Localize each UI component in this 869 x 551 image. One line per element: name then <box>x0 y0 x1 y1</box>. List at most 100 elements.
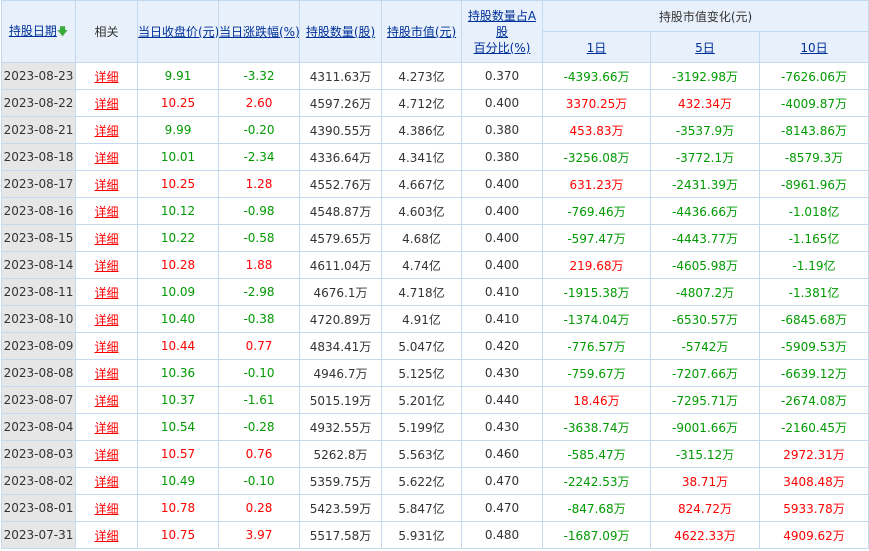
change-5d-cell: -4443.77万 <box>650 224 760 252</box>
sort-down-arrow-icon[interactable]: 🡇 <box>56 24 69 38</box>
change-10d-cell: -2160.45万 <box>758 413 869 441</box>
close-price-cell: 10.25 <box>137 170 219 198</box>
detail-link[interactable]: 详细 <box>94 150 119 165</box>
close-price-cell: 10.09 <box>137 278 219 306</box>
change-10d-cell: -6639.12万 <box>758 359 869 387</box>
change-1d-cell: -759.67万 <box>542 359 651 387</box>
sort-change-link[interactable]: 当日涨跌幅(%) <box>219 25 300 39</box>
share-pct-cell: 0.460 <box>461 440 543 468</box>
close-price-cell: 10.49 <box>137 467 219 495</box>
change-10d-cell: -1.165亿 <box>758 224 869 252</box>
table-row: 2023-08-04 详细 10.54 -0.28 4932.55万 5.199亿 0.43… <box>1 413 869 441</box>
detail-cell: 详细 <box>75 305 138 333</box>
share-pct-cell: 0.370 <box>461 62 543 90</box>
detail-link[interactable]: 详细 <box>94 528 119 543</box>
change-1d-cell: -1374.04万 <box>542 305 651 333</box>
shares-cell: 5359.75万 <box>299 467 382 495</box>
detail-link[interactable]: 详细 <box>94 420 119 435</box>
detail-link[interactable]: 详细 <box>94 447 119 462</box>
detail-link[interactable]: 详细 <box>94 339 119 354</box>
shares-cell: 4390.55万 <box>299 116 382 144</box>
change-1d-cell: -3256.08万 <box>542 143 651 171</box>
shares-cell: 5517.58万 <box>299 521 382 549</box>
sort-value-link[interactable]: 持股市值(元) <box>386 25 457 39</box>
table-row: 2023-08-16 详细 10.12 -0.98 4548.87万 4.603亿 0.40… <box>1 197 869 225</box>
change-pct-cell: 0.76 <box>218 440 300 468</box>
table-row: 2023-08-07 详细 10.37 -1.61 5015.19万 5.201亿 0.44… <box>1 386 869 414</box>
detail-link[interactable]: 详细 <box>94 258 119 273</box>
close-price-cell: 10.75 <box>137 521 219 549</box>
detail-link[interactable]: 详细 <box>94 312 119 327</box>
change-pct-cell: -3.32 <box>218 62 300 90</box>
close-price-cell: 10.37 <box>137 386 219 414</box>
detail-link[interactable]: 详细 <box>94 474 119 489</box>
sort-date-link[interactable]: 持股日期 <box>8 23 57 38</box>
header-date[interactable]: 持股日期🡇 <box>1 0 76 63</box>
header-d10[interactable]: 10日 <box>758 31 869 63</box>
change-1d-cell: -776.57万 <box>542 332 651 360</box>
share-pct-cell: 0.440 <box>461 386 543 414</box>
detail-link[interactable]: 详细 <box>94 96 119 111</box>
sort-pct-link[interactable]: 持股数量占A股 百分比(%) <box>468 9 536 55</box>
close-price-cell: 10.40 <box>137 305 219 333</box>
header-change[interactable]: 当日涨跌幅(%) <box>218 0 300 63</box>
header-close[interactable]: 当日收盘价(元) <box>137 0 219 63</box>
detail-link[interactable]: 详细 <box>94 123 119 138</box>
change-5d-cell: -9001.66万 <box>650 413 760 441</box>
change-pct-cell: -0.58 <box>218 224 300 252</box>
change-10d-cell: -1.381亿 <box>758 278 869 306</box>
change-10d-cell: 4909.62万 <box>758 521 869 549</box>
detail-cell: 详细 <box>75 440 138 468</box>
change-pct-cell: -1.61 <box>218 386 300 414</box>
close-price-cell: 10.54 <box>137 413 219 441</box>
header-shares[interactable]: 持股数量(股) <box>299 0 382 63</box>
close-price-cell: 10.36 <box>137 359 219 387</box>
shares-cell: 4946.7万 <box>299 359 382 387</box>
shares-cell: 4597.26万 <box>299 89 382 117</box>
date-cell: 2023-08-14 <box>1 251 76 279</box>
table-row: 2023-08-11 详细 10.09 -2.98 4676.1万 4.718亿 0.410… <box>1 278 869 306</box>
change-10d-cell: -8143.86万 <box>758 116 869 144</box>
shares-cell: 5015.19万 <box>299 386 382 414</box>
header-value[interactable]: 持股市值(元) <box>381 0 462 63</box>
detail-link[interactable]: 详细 <box>94 69 119 84</box>
sort-d10-link[interactable]: 10日 <box>800 40 828 55</box>
sort-d1-link[interactable]: 1日 <box>586 40 607 55</box>
shares-cell: 5262.8万 <box>299 440 382 468</box>
detail-link[interactable]: 详细 <box>94 285 119 300</box>
detail-link[interactable]: 详细 <box>94 177 119 192</box>
change-1d-cell: 3370.25万 <box>542 89 651 117</box>
close-price-cell: 10.28 <box>137 251 219 279</box>
header-d5[interactable]: 5日 <box>650 31 760 63</box>
change-1d-cell: 631.23万 <box>542 170 651 198</box>
sort-shares-link[interactable]: 持股数量(股) <box>305 25 376 39</box>
detail-cell: 详细 <box>75 494 138 522</box>
share-pct-cell: 0.400 <box>461 89 543 117</box>
sort-close-link[interactable]: 当日收盘价(元) <box>138 25 219 39</box>
table-row: 2023-07-31 详细 10.75 3.97 5517.58万 5.931亿 0.480… <box>1 521 869 549</box>
change-pct-cell: -0.10 <box>218 359 300 387</box>
detail-cell: 详细 <box>75 386 138 414</box>
sort-d5-link[interactable]: 5日 <box>695 40 715 55</box>
date-cell: 2023-08-04 <box>1 413 76 441</box>
table-row: 2023-08-18 详细 10.01 -2.34 4336.64万 4.341亿 0.38… <box>1 143 869 171</box>
table-row: 2023-08-03 详细 10.57 0.76 5262.8万 5.563亿 0.460-… <box>1 440 869 468</box>
date-cell: 2023-08-02 <box>1 467 76 495</box>
detail-link[interactable]: 详细 <box>94 501 119 516</box>
header-pct[interactable]: 持股数量占A股 百分比(%) <box>461 0 543 63</box>
close-price-cell: 10.22 <box>137 224 219 252</box>
change-5d-cell: -3192.98万 <box>650 62 760 90</box>
market-value-cell: 5.047亿 <box>381 332 462 360</box>
date-cell: 2023-08-07 <box>1 386 76 414</box>
table-row: 2023-08-02 详细 10.49 -0.10 5359.75万 5.622亿 0.47… <box>1 467 869 495</box>
date-cell: 2023-08-11 <box>1 278 76 306</box>
detail-link[interactable]: 详细 <box>94 204 119 219</box>
change-1d-cell: -4393.66万 <box>542 62 651 90</box>
shares-cell: 4336.64万 <box>299 143 382 171</box>
header-d1[interactable]: 1日 <box>542 31 651 63</box>
detail-link[interactable]: 详细 <box>94 366 119 381</box>
date-cell: 2023-08-22 <box>1 89 76 117</box>
date-cell: 2023-08-21 <box>1 116 76 144</box>
detail-link[interactable]: 详细 <box>94 393 119 408</box>
detail-link[interactable]: 详细 <box>94 231 119 246</box>
